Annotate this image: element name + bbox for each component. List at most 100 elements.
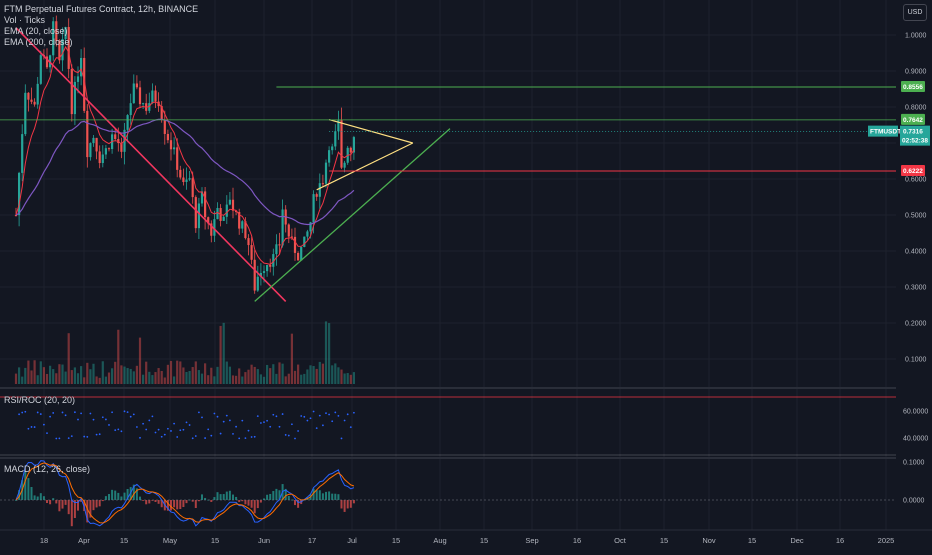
candle-body[interactable] — [45, 56, 49, 68]
candle-body[interactable] — [98, 151, 101, 164]
candle-body[interactable] — [334, 131, 337, 147]
candle-body[interactable] — [266, 264, 269, 272]
candle-body[interactable] — [138, 87, 142, 105]
candle-body[interactable] — [55, 21, 58, 41]
level-tag-lower-bg[interactable] — [901, 165, 925, 177]
candle-body[interactable] — [73, 81, 76, 115]
candle-body[interactable] — [67, 27, 70, 69]
triangle-bottom-line[interactable] — [316, 142, 414, 191]
candle-body[interactable] — [197, 203, 200, 229]
candle-body[interactable] — [331, 146, 334, 151]
candle-body[interactable] — [101, 154, 104, 164]
candle-body[interactable] — [321, 183, 324, 185]
macd-label[interactable]: MACD (12, 26, close) — [4, 464, 91, 474]
candle-body[interactable] — [213, 219, 216, 236]
rsi-label[interactable]: RSI/ROC (20, 20) — [4, 395, 76, 405]
candle-body[interactable] — [18, 172, 21, 216]
candle-body[interactable] — [222, 216, 225, 221]
price-axis[interactable]: 1.00000.90000.80000.70000.60000.50000.40… — [0, 0, 932, 530]
candle-body[interactable] — [80, 57, 83, 77]
level-tag-upper-bg[interactable] — [901, 113, 925, 125]
candle-body[interactable] — [343, 162, 346, 168]
time-axis[interactable]: 18 Apr 15 May 15 Jun 17 Jul 15 Aug 15 Sep 16 Oct 15 Nov… — [0, 529, 932, 550]
candle-body[interactable] — [95, 137, 98, 152]
symbol-tag-bg[interactable] — [868, 125, 898, 137]
candle-body[interactable] — [259, 272, 262, 277]
candle-body[interactable] — [52, 21, 55, 56]
candle-body[interactable] — [216, 207, 219, 220]
downtrend-line[interactable] — [15, 27, 287, 302]
candle-body[interactable] — [225, 204, 228, 217]
candle-body[interactable] — [293, 236, 297, 253]
candle-body[interactable] — [324, 162, 328, 184]
candle-body[interactable] — [64, 27, 67, 40]
candle-body[interactable] — [163, 119, 166, 134]
candle-body[interactable] — [154, 90, 157, 102]
candle-body[interactable] — [228, 199, 231, 205]
candle-body[interactable] — [135, 83, 138, 88]
candle-body[interactable] — [300, 246, 303, 261]
candle-body[interactable] — [318, 183, 321, 197]
candle-body[interactable] — [352, 137, 355, 153]
candle-body[interactable] — [173, 147, 176, 150]
candle-body[interactable] — [92, 137, 95, 144]
candle-body[interactable] — [169, 140, 173, 150]
candle-body[interactable] — [253, 259, 256, 291]
candle-body[interactable] — [126, 115, 129, 130]
chart-title[interactable]: FTM Perpetual Futures Contract, 12h, BIN… — [4, 4, 199, 14]
candle-body[interactable] — [107, 148, 111, 150]
drawing-tools[interactable] — [0, 27, 896, 302]
candle-body[interactable] — [244, 221, 247, 239]
candle-body[interactable] — [166, 133, 169, 141]
candle-body[interactable] — [312, 194, 315, 223]
candle-body[interactable] — [120, 143, 123, 152]
candle-body[interactable] — [83, 57, 86, 111]
candle-body[interactable] — [39, 55, 42, 84]
candle-body[interactable] — [151, 90, 154, 104]
candle-body[interactable] — [290, 236, 293, 238]
candle-body[interactable] — [142, 103, 145, 105]
candle-body[interactable] — [328, 150, 331, 163]
candle-body[interactable] — [114, 134, 117, 139]
candle-body[interactable] — [104, 148, 107, 155]
candle-body[interactable] — [33, 101, 36, 105]
candle-body[interactable] — [309, 222, 312, 232]
candle-body[interactable] — [176, 147, 179, 170]
candle-body[interactable] — [182, 177, 185, 183]
current-price-tag-bg[interactable] — [900, 125, 930, 146]
candle-body[interactable] — [76, 76, 80, 82]
currency-button[interactable]: USD — [903, 4, 927, 21]
indicator-ema200[interactable]: EMA (200, close) — [4, 37, 73, 47]
candle-body[interactable] — [24, 92, 27, 135]
candle-body[interactable] — [61, 39, 64, 61]
candle-body[interactable] — [256, 276, 259, 291]
indicator-ema20[interactable]: EMA (20, close) — [4, 26, 68, 36]
candle-body[interactable] — [89, 143, 92, 158]
candle-body[interactable] — [58, 40, 61, 61]
candle-body[interactable] — [191, 178, 194, 198]
candle-body[interactable] — [129, 103, 132, 116]
level-tag-top-bg[interactable] — [901, 80, 925, 92]
uptrend-line[interactable] — [254, 128, 451, 302]
candle-body[interactable] — [272, 254, 275, 267]
candle-body[interactable] — [30, 99, 33, 102]
candle-body[interactable] — [231, 199, 235, 211]
candle-body[interactable] — [340, 120, 343, 168]
triangle-top-line[interactable] — [328, 119, 413, 144]
candle-body[interactable] — [278, 244, 281, 246]
candle-body[interactable] — [70, 68, 73, 115]
candle-body[interactable] — [160, 106, 163, 120]
candle-body[interactable] — [315, 194, 318, 197]
candle-body[interactable] — [194, 197, 197, 229]
candle-body[interactable] — [262, 271, 266, 273]
candle-body[interactable] — [132, 83, 135, 104]
candle-body[interactable] — [21, 134, 24, 173]
candle-body[interactable] — [188, 178, 191, 180]
candle-body[interactable] — [349, 147, 352, 153]
candle-body[interactable] — [185, 179, 188, 183]
candle-body[interactable] — [306, 231, 309, 237]
candle-body[interactable] — [275, 244, 278, 255]
candle-body[interactable] — [179, 169, 182, 178]
candle-body[interactable] — [235, 210, 238, 213]
